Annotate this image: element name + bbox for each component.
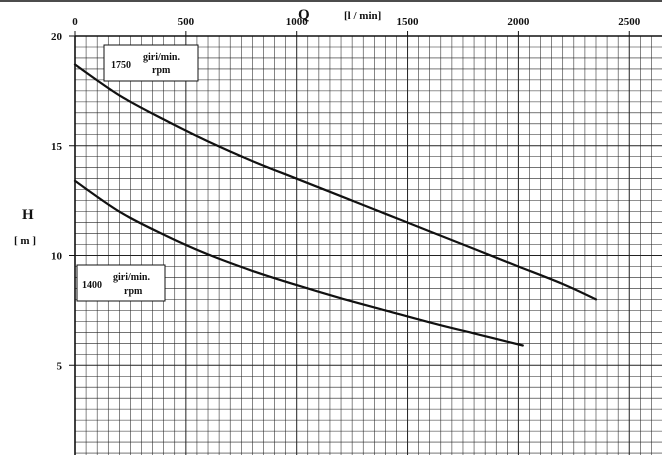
y-axis-label: H <box>22 207 34 223</box>
series-line-1750 <box>73 63 598 301</box>
unit-giri-1750: giri/min. <box>143 52 180 63</box>
curves <box>73 63 598 347</box>
y-axis-unit: [ m ] <box>14 235 36 247</box>
curve-label-1400: 1400 giri/min. rpm <box>76 264 166 302</box>
unit-giri-1400: giri/min. <box>113 272 150 283</box>
x-tick-label: 2500 <box>618 16 641 28</box>
x-tick-label: 0 <box>72 16 78 28</box>
speed-1400: 1400 <box>82 280 102 291</box>
x-tick-label: 500 <box>178 16 195 28</box>
tick-labels: 0 500 1000 1500 2000 2500 20 15 10 5 <box>51 16 641 372</box>
curve-label-1750: 1750 giri/min. rpm <box>103 44 199 82</box>
grid <box>74 35 662 455</box>
x-axis-unit: [l / min] <box>344 10 381 22</box>
speed-1750: 1750 <box>111 60 131 71</box>
y-tick-label: 10 <box>51 251 63 263</box>
unit-rpm-1750: rpm <box>152 65 171 76</box>
x-tick-label: 1000 <box>286 16 309 28</box>
x-axis-label: Q <box>298 7 310 23</box>
y-tick-label: 15 <box>51 141 63 153</box>
x-tick-label: 1500 <box>397 16 420 28</box>
unit-rpm-1400: rpm <box>124 286 143 297</box>
series-line-1400 <box>73 179 524 347</box>
y-tick-label: 5 <box>57 360 63 372</box>
y-tick-label: 20 <box>51 31 63 43</box>
x-tick-label: 2000 <box>507 16 530 28</box>
